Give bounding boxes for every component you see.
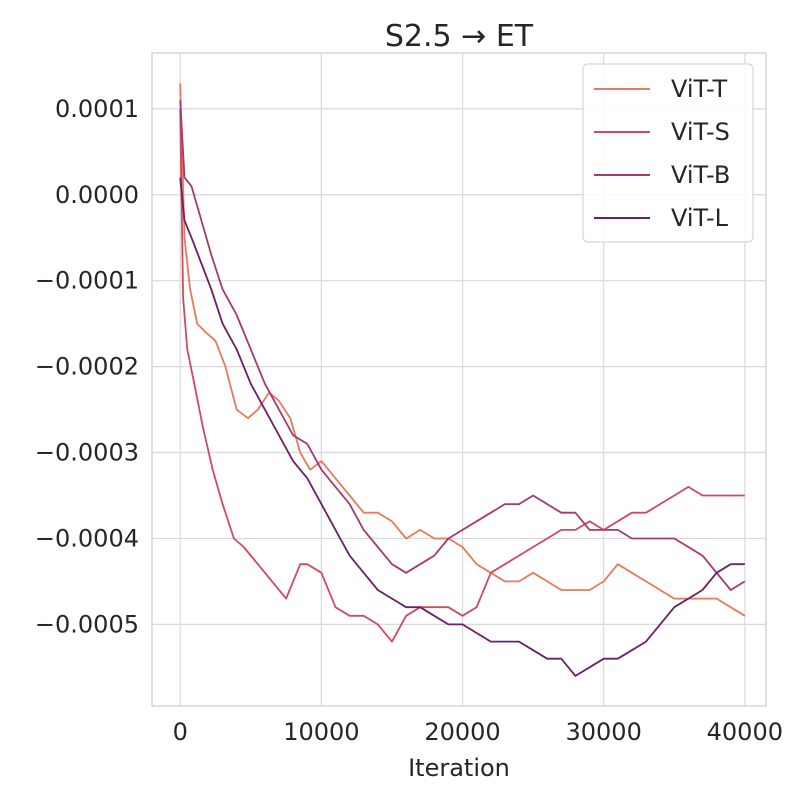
- series-lines: [179, 83, 746, 677]
- x-tick-label: 0: [173, 718, 188, 746]
- y-tick-label: −0.0004: [35, 524, 139, 552]
- series-line-vit-t: [179, 83, 746, 617]
- legend-label-vit-s: ViT-S: [671, 118, 730, 146]
- y-tick-label: −0.0005: [35, 610, 139, 638]
- x-tick-label: 40000: [707, 718, 783, 746]
- legend-label-vit-l: ViT-L: [671, 204, 729, 232]
- y-tick-label: 0.0001: [55, 95, 139, 123]
- legend-label-vit-b: ViT-B: [671, 161, 730, 189]
- y-tick-label: −0.0002: [35, 353, 139, 381]
- series-line-vit-s: [179, 108, 745, 643]
- x-axis-label: Iteration: [408, 754, 510, 782]
- y-tick-label: −0.0001: [35, 267, 139, 295]
- x-tick-label: 10000: [283, 718, 359, 746]
- chart-title: S2.5 → ET: [385, 19, 534, 54]
- series-line-vit-l: [179, 177, 745, 677]
- x-tick-label: 20000: [424, 718, 500, 746]
- series-line-vit-b: [179, 100, 746, 591]
- legend-label-vit-t: ViT-T: [671, 75, 727, 103]
- x-axis-ticks: 0 10000 20000 30000 40000: [173, 718, 783, 746]
- x-tick-label: 30000: [565, 718, 641, 746]
- y-axis-ticks: 0.0001 0.0000 −0.0001 −0.0002 −0.0003 −0.0004…: [35, 95, 139, 639]
- legend: ViT-T ViT-S ViT-B ViT-L: [582, 63, 754, 243]
- y-tick-label: 0.0000: [55, 181, 139, 209]
- legend-box: [582, 63, 754, 243]
- y-tick-label: −0.0003: [35, 439, 139, 467]
